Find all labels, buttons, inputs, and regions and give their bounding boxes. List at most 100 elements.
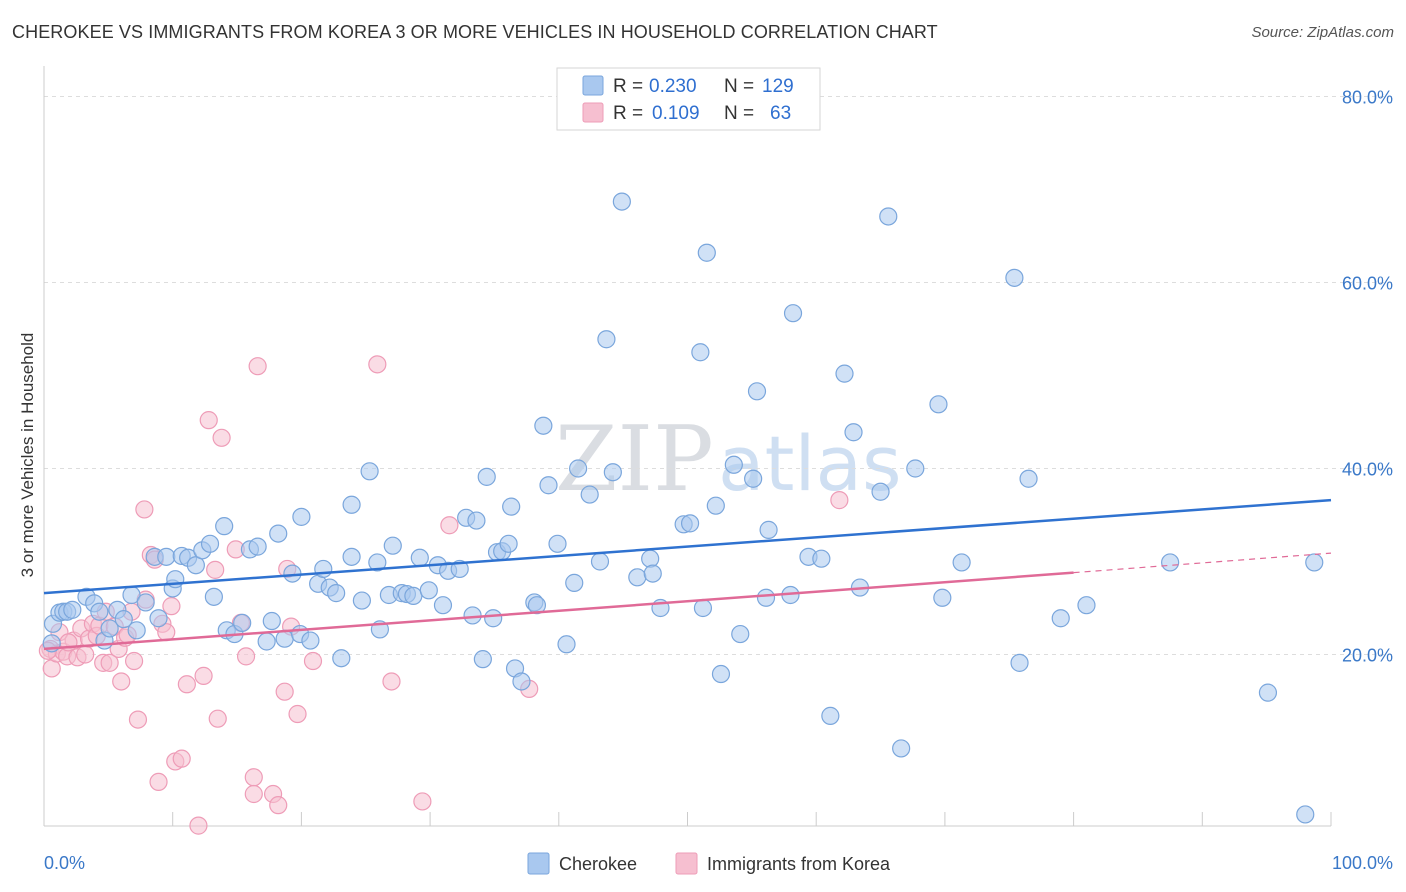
stats-r-label-korea: R = [613,103,643,124]
data-point [844,423,863,442]
data-point [383,536,402,555]
data-point [314,559,333,579]
y-tick-label: 60.0% [1342,274,1393,294]
data-point [172,749,191,768]
stats-n-value-korea: 63 [770,103,791,124]
data-point [208,709,227,728]
data-point [199,411,218,430]
data-point [248,537,267,556]
data-point [484,609,503,628]
data-point [269,796,288,815]
data-point [135,500,154,519]
data-point [597,330,616,349]
data-point [112,672,131,691]
data-point [63,600,82,619]
data-point [502,497,521,516]
data-point [200,534,220,553]
stats-swatch-cherokee [582,75,604,96]
data-point [136,593,155,612]
data-point [1077,596,1096,615]
data-point [100,653,119,672]
data-point [711,664,731,684]
data-point [628,568,647,587]
data-point [539,476,558,495]
data-point [233,613,252,632]
data-point [871,482,890,501]
data-point [706,496,725,515]
data-point [206,560,225,579]
data-point [1010,653,1029,672]
data-point [410,548,429,567]
data-point [342,495,361,514]
cherokee-points [42,192,1324,824]
data-point [124,651,144,671]
data-point [697,243,716,262]
data-point [693,598,713,618]
data-point [157,547,176,566]
data-point [1051,609,1070,628]
x-tick-label: 100.0% [1332,853,1393,873]
data-point [352,591,371,610]
data-point [269,524,288,543]
x-tick-label: 0.0% [44,853,85,873]
data-point [303,651,323,671]
data-point [204,587,223,606]
data-point [473,650,492,669]
data-point [565,573,584,592]
data-point [783,304,803,323]
data-point [212,428,231,447]
data-point [368,355,387,374]
data-point [724,455,743,474]
trend-lines [43,498,1332,651]
data-point [557,635,576,654]
y-tick-label: 80.0% [1342,88,1393,108]
trend-line-korea-extension [1073,552,1332,574]
data-point [747,382,767,401]
data-point [76,645,95,664]
data-point [368,553,387,572]
data-point [100,619,119,638]
data-point [580,485,599,504]
data-point [194,666,213,685]
data-point [569,459,588,478]
data-point [892,739,911,758]
data-point [450,559,469,579]
data-point [744,469,763,488]
legend-swatch-korea [675,852,698,875]
stats-n-label-cherokee: N = [724,76,754,97]
stats-r-value-korea: 0.109 [652,103,700,124]
data-point [189,816,208,835]
data-point [812,549,831,568]
data-point [731,624,750,644]
data-point [262,611,281,631]
data-point [248,357,267,376]
data-point [301,631,320,650]
data-point [643,564,662,583]
data-point [177,675,196,694]
data-point [534,416,553,435]
legend-swatch-cherokee [527,852,550,875]
data-point [879,207,898,226]
data-point [257,632,276,651]
data-point [440,516,459,535]
data-point [933,588,952,607]
grid-lines [44,96,1392,655]
data-point [1019,469,1038,488]
axes [43,66,1332,827]
data-point [127,621,146,640]
data-point [1161,553,1180,572]
data-point [114,610,133,629]
source-credit: Source: ZipAtlas.com [1251,24,1394,41]
stats-r-label-cherokee: R = [613,76,643,97]
data-point [1258,683,1278,702]
data-point [433,596,453,615]
data-point [162,597,181,616]
korea-points [38,355,849,835]
data-point [244,784,263,804]
y-tick-label: 40.0% [1342,460,1393,480]
data-point [413,792,432,811]
data-point [691,343,710,362]
data-point [244,768,263,787]
data-point [929,395,948,414]
